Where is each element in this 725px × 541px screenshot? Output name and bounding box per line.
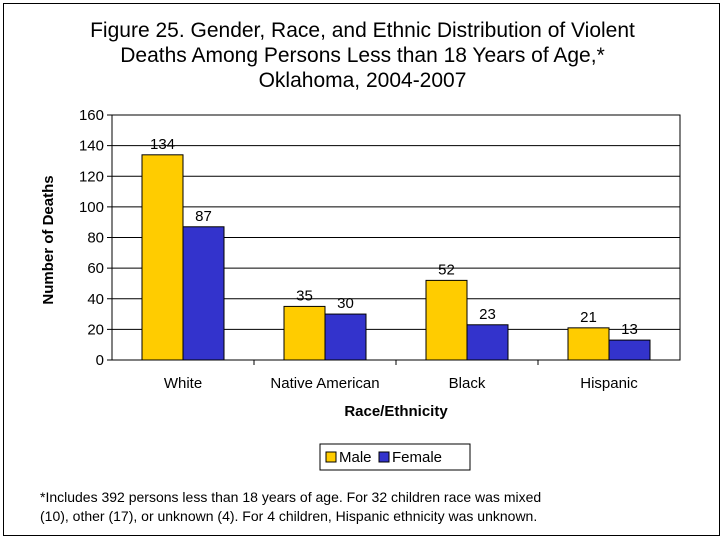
y-tick-label: 160 bbox=[79, 107, 104, 124]
y-tick-label: 100 bbox=[79, 199, 104, 216]
bar-female-white bbox=[182, 226, 225, 361]
y-tick-label: 140 bbox=[79, 138, 104, 155]
data-labels: 134 87 35 30 52 23 21 13 bbox=[150, 136, 638, 338]
y-tick-label: 80 bbox=[87, 230, 104, 247]
x-tick-label: Hispanic bbox=[580, 375, 638, 392]
axes bbox=[107, 114, 681, 365]
data-label: 21 bbox=[580, 309, 597, 326]
data-label: 23 bbox=[479, 306, 496, 323]
bar-male-native-american bbox=[283, 305, 326, 361]
data-label: 35 bbox=[296, 287, 313, 304]
footnote-line-2: (10), other (17), or unknown (4). For 4 … bbox=[40, 508, 538, 524]
y-tick-label: 20 bbox=[87, 321, 104, 338]
data-label: 87 bbox=[195, 208, 212, 225]
legend-label-male: Male bbox=[339, 449, 372, 466]
bar-female-black bbox=[466, 324, 509, 361]
bar-male-hispanic bbox=[567, 327, 610, 361]
bar-female-native-american bbox=[324, 313, 367, 361]
x-axis-label: Race/Ethnicity bbox=[344, 403, 448, 420]
y-tick-label: 40 bbox=[87, 291, 104, 308]
y-axis-label: Number of Deaths bbox=[40, 175, 57, 304]
x-tick-label: Black bbox=[449, 375, 486, 392]
chart-title-line-1: Figure 25. Gender, Race, and Ethnic Dist… bbox=[90, 19, 635, 42]
footnote-line-1: *Includes 392 persons less than 18 years… bbox=[40, 489, 542, 505]
bar-male-white bbox=[141, 154, 184, 361]
chart-title: Figure 25. Gender, Race, and Ethnic Dist… bbox=[0, 18, 725, 93]
data-label: 52 bbox=[438, 261, 455, 278]
data-label: 30 bbox=[337, 295, 354, 312]
legend: Male Female bbox=[319, 443, 471, 471]
legend-label-female: Female bbox=[392, 449, 442, 466]
footnote: *Includes 392 persons less than 18 years… bbox=[40, 488, 720, 526]
y-tick-label: 120 bbox=[79, 168, 104, 185]
legend-box bbox=[319, 443, 471, 471]
data-label: 13 bbox=[621, 321, 638, 338]
chart-title-line-3: Oklahoma, 2004-2007 bbox=[258, 69, 467, 92]
data-label: 134 bbox=[150, 136, 175, 153]
x-tick-label: Native American bbox=[270, 375, 379, 392]
y-tick-label: 0 bbox=[96, 352, 104, 369]
y-tick-label: 60 bbox=[87, 260, 104, 277]
legend-swatch-female bbox=[378, 451, 390, 463]
chart-title-line-2: Deaths Among Persons Less than 18 Years … bbox=[120, 44, 605, 67]
x-tick-label: White bbox=[164, 375, 202, 392]
y-tick-labels: 0 20 40 60 80 100 120 140 160 bbox=[79, 107, 104, 369]
bars bbox=[141, 154, 651, 361]
legend-swatch-male bbox=[325, 451, 337, 463]
bar-female-hispanic bbox=[608, 339, 651, 361]
x-tick-labels: White Native American Black Hispanic bbox=[164, 375, 638, 392]
bar-male-black bbox=[425, 279, 468, 361]
